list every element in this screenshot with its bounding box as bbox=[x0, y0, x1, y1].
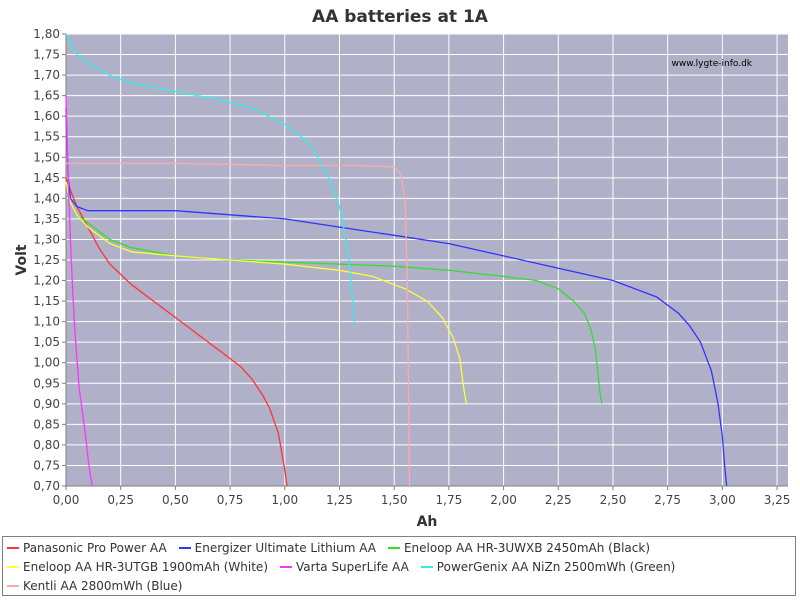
chart-title: AA batteries at 1A bbox=[312, 7, 489, 27]
legend-swatch bbox=[7, 566, 19, 568]
y-tick-label: 1,75 bbox=[33, 48, 60, 62]
x-tick-label: 0,25 bbox=[107, 493, 134, 507]
x-tick-label: 1,75 bbox=[436, 493, 463, 507]
legend-item: PowerGenix AA NiZn 2500mWh (Green) bbox=[420, 560, 676, 574]
legend-item: Eneloop AA HR-3UWXB 2450mAh (Black) bbox=[387, 541, 650, 555]
legend-swatch bbox=[420, 566, 433, 568]
x-tick-label: 0,50 bbox=[162, 493, 189, 507]
legend-swatch bbox=[178, 547, 191, 549]
legend-swatch bbox=[280, 566, 292, 568]
legend: Panasonic Pro Power AA Energizer Ultimat… bbox=[2, 536, 796, 596]
legend-swatch bbox=[7, 547, 19, 549]
x-tick-label: 0,00 bbox=[53, 493, 80, 507]
legend-swatch bbox=[7, 585, 19, 587]
legend-row-2: Eneloop AA HR-3UTGB 1900mAh (White) Vart… bbox=[7, 558, 687, 576]
y-axis-ticks: 0,70 0,75 0,80 0,85 0,90 0,95 1,00 1,05 1,10 1,15… bbox=[33, 27, 66, 493]
y-tick-label: 1,80 bbox=[33, 27, 60, 41]
y-tick-label: 0,75 bbox=[33, 458, 60, 472]
series-line bbox=[66, 162, 411, 487]
legend-item: Kentli AA 2800mWh (Blue) bbox=[7, 579, 182, 593]
series-line bbox=[65, 33, 356, 326]
x-tick-label: 0,75 bbox=[217, 493, 244, 507]
y-tick-label: 1,70 bbox=[33, 68, 60, 82]
legend-item: Eneloop AA HR-3UTGB 1900mAh (White) bbox=[7, 560, 268, 574]
legend-item: Energizer Ultimate Lithium AA bbox=[178, 541, 376, 555]
x-tick-label: 3,25 bbox=[764, 493, 791, 507]
legend-label: Eneloop AA HR-3UWXB 2450mAh (Black) bbox=[403, 541, 650, 555]
x-tick-label: 3,00 bbox=[709, 493, 736, 507]
legend-row-3: Kentli AA 2800mWh (Blue) bbox=[7, 577, 194, 595]
legend-label: Eneloop AA HR-3UTGB 1900mAh (White) bbox=[23, 560, 268, 574]
legend-label: Energizer Ultimate Lithium AA bbox=[194, 541, 376, 555]
legend-item: Panasonic Pro Power AA bbox=[7, 541, 167, 555]
chart-svg: AA batteries at 1A 0,00 0,25 0,50 0,75 1,00 1… bbox=[14, 7, 791, 530]
y-tick-label: 1,25 bbox=[33, 253, 60, 267]
y-tick-label: 1,50 bbox=[33, 150, 60, 164]
y-tick-label: 1,10 bbox=[33, 315, 60, 329]
y-tick-label: 1,55 bbox=[33, 130, 60, 144]
y-tick-label: 0,90 bbox=[33, 397, 60, 411]
legend-label: PowerGenix AA NiZn 2500mWh (Green) bbox=[436, 560, 676, 574]
series-line bbox=[65, 181, 468, 404]
series-line bbox=[65, 107, 728, 487]
x-axis-label: Ah bbox=[417, 514, 438, 530]
y-tick-label: 1,35 bbox=[33, 212, 60, 226]
y-tick-label: 1,30 bbox=[33, 232, 60, 246]
y-tick-label: 1,40 bbox=[33, 191, 60, 205]
series-line bbox=[65, 95, 93, 487]
y-tick-label: 1,15 bbox=[33, 294, 60, 308]
y-tick-label: 1,65 bbox=[33, 89, 60, 103]
legend-swatch bbox=[387, 547, 400, 549]
legend-row-1: Panasonic Pro Power AA Energizer Ultimat… bbox=[7, 539, 662, 557]
y-tick-label: 1,45 bbox=[33, 171, 60, 185]
x-tick-label: 2,75 bbox=[654, 493, 681, 507]
y-tick-label: 1,60 bbox=[33, 109, 60, 123]
x-tick-label: 1,50 bbox=[381, 493, 408, 507]
y-axis-label: Volt bbox=[14, 244, 30, 275]
series-lines bbox=[65, 33, 728, 487]
y-tick-label: 0,80 bbox=[33, 438, 60, 452]
y-tick-label: 1,05 bbox=[33, 335, 60, 349]
y-tick-label: 0,70 bbox=[33, 479, 60, 493]
x-tick-label: 2,25 bbox=[545, 493, 572, 507]
watermark: www.lygte-info.dk bbox=[672, 59, 753, 69]
y-tick-label: 1,00 bbox=[33, 356, 60, 370]
series-line bbox=[65, 177, 288, 487]
legend-label: Kentli AA 2800mWh (Blue) bbox=[23, 579, 183, 593]
legend-item: Varta SuperLife AA bbox=[280, 560, 409, 574]
legend-label: Panasonic Pro Power AA bbox=[23, 541, 167, 555]
y-tick-label: 0,95 bbox=[33, 376, 60, 390]
x-tick-label: 1,00 bbox=[271, 493, 298, 507]
y-tick-label: 0,85 bbox=[33, 417, 60, 431]
legend-label: Varta SuperLife AA bbox=[296, 560, 409, 574]
y-tick-label: 1,20 bbox=[33, 274, 60, 288]
series-line bbox=[65, 181, 603, 404]
x-tick-label: 2,00 bbox=[490, 493, 517, 507]
x-axis-ticks: 0,00 0,25 0,50 0,75 1,00 1,25 1,50 1,75 2,00 2,25… bbox=[53, 486, 791, 507]
x-tick-label: 1,25 bbox=[326, 493, 353, 507]
x-tick-label: 2,50 bbox=[600, 493, 627, 507]
